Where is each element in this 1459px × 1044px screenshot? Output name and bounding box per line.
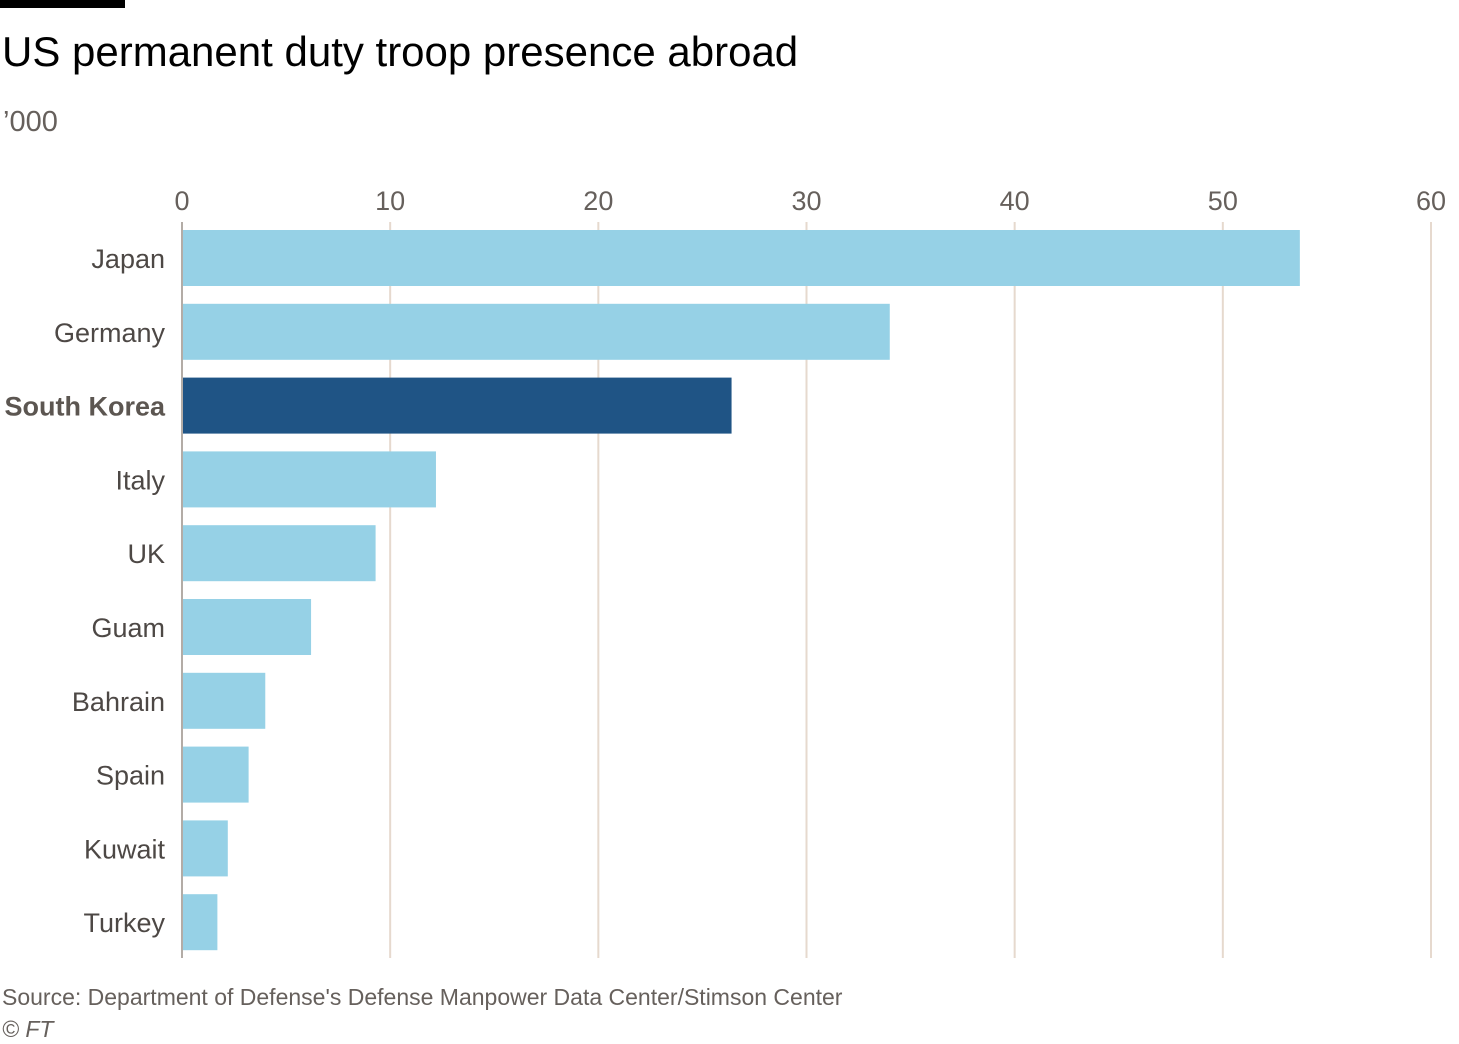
- credit-note: © FT: [2, 1016, 54, 1042]
- bar-uk: [182, 525, 376, 582]
- bar-guam: [182, 599, 312, 655]
- x-tick-label-0: 0: [174, 186, 189, 216]
- x-tick-label-30: 30: [791, 186, 821, 216]
- category-label-uk: UK: [127, 539, 165, 569]
- category-label-guam: Guam: [91, 613, 165, 643]
- bars: [182, 230, 1300, 951]
- category-label-kuwait: Kuwait: [84, 834, 166, 864]
- x-tick-label-60: 60: [1416, 186, 1446, 216]
- category-label-bahrain: Bahrain: [72, 687, 165, 717]
- category-label-germany: Germany: [54, 318, 166, 348]
- bar-turkey: [182, 894, 218, 951]
- chart-subtitle: ’000: [3, 106, 58, 138]
- x-tick-labels: 0 10 20 30 40 50 60: [174, 186, 1446, 216]
- x-tick-label-40: 40: [1000, 186, 1030, 216]
- bar-germany: [182, 303, 890, 360]
- top-rule: [0, 0, 125, 8]
- x-tick-label-10: 10: [375, 186, 405, 216]
- category-label-japan: Japan: [91, 244, 165, 274]
- category-label-turkey: Turkey: [83, 908, 165, 938]
- bar-bahrain: [182, 672, 266, 729]
- source-note: Source: Department of Defense's Defense …: [2, 984, 843, 1010]
- x-tick-label-20: 20: [583, 186, 613, 216]
- x-tick-label-50: 50: [1208, 186, 1238, 216]
- category-label-spain: Spain: [96, 761, 165, 791]
- bar-spain: [182, 746, 249, 803]
- bar-south-korea: [182, 377, 732, 434]
- bar-japan: [182, 230, 1300, 286]
- chart-title: US permanent duty troop presence abroad: [2, 28, 799, 75]
- bar-kuwait: [182, 820, 228, 877]
- category-labels: Japan Germany South Korea Italy UK Guam Bahrai…: [4, 244, 165, 938]
- category-label-south-korea: South Korea: [4, 392, 165, 422]
- bar-italy: [182, 451, 436, 508]
- category-label-italy: Italy: [115, 465, 165, 495]
